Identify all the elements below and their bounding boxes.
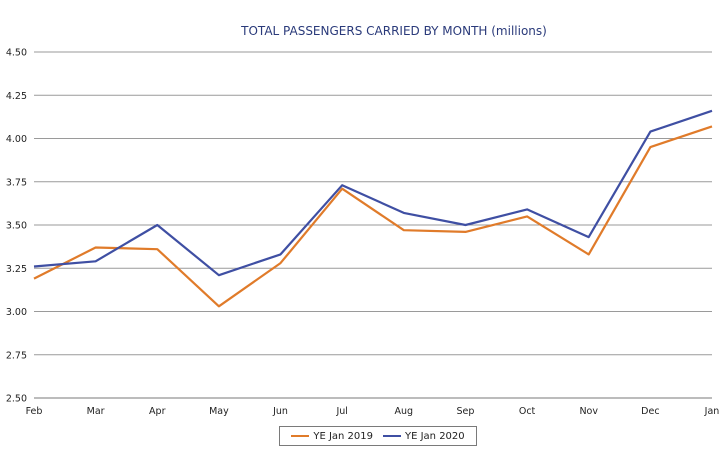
y-tick-label: 4.25 (6, 91, 27, 102)
x-tick-label: Aug (395, 406, 414, 417)
x-tick-label: Jul (335, 406, 347, 417)
legend-label-2020: YE Jan 2020 (405, 430, 465, 442)
y-tick-label: 3.00 (6, 307, 27, 318)
series-line-ye-jan-2020 (33, 109, 713, 277)
series-lines (33, 109, 713, 308)
legend-item-2020: YE Jan 2020 (383, 431, 465, 442)
x-tick-label: Oct (519, 406, 536, 417)
x-tick-label: Apr (149, 406, 166, 417)
x-tick-label: Mar (87, 406, 105, 417)
x-tick-label: Feb (26, 406, 43, 417)
legend: YE Jan 2019 YE Jan 2020 (279, 426, 477, 446)
series-line-ye-jan-2019 (33, 125, 713, 308)
x-axis-ticks: Feb Mar Apr May Jun Jul Aug Sep Oct Nov Dec Jan (26, 406, 720, 417)
y-axis-ticks: 2.50 2.75 3.00 3.25 3.50 3.75 4.00 4.25 4.50 (6, 48, 27, 405)
legend-item-2019: YE Jan 2019 (291, 431, 373, 442)
x-tick-label: Jan (704, 406, 720, 417)
legend-swatch-2019 (291, 435, 310, 437)
y-tick-label: 2.50 (6, 394, 27, 405)
x-tick-label: Sep (457, 406, 475, 417)
x-tick-label: Jun (272, 406, 288, 417)
y-tick-label: 4.00 (6, 134, 27, 145)
y-tick-label: 2.75 (6, 350, 27, 361)
x-tick-label: Dec (641, 406, 659, 417)
y-tick-label: 3.25 (6, 264, 27, 275)
y-tick-label: 3.50 (6, 221, 27, 232)
x-tick-label: Nov (579, 406, 598, 417)
legend-label-2019: YE Jan 2019 (313, 430, 373, 442)
legend-swatch-2020 (383, 435, 401, 437)
chart-title: TOTAL PASSENGERS CARRIED BY MONTH (milli… (240, 24, 547, 38)
grid-lines (34, 51, 712, 399)
x-tick-label: May (209, 406, 229, 417)
y-tick-label: 3.75 (6, 177, 27, 188)
y-tick-label: 4.50 (6, 48, 27, 59)
